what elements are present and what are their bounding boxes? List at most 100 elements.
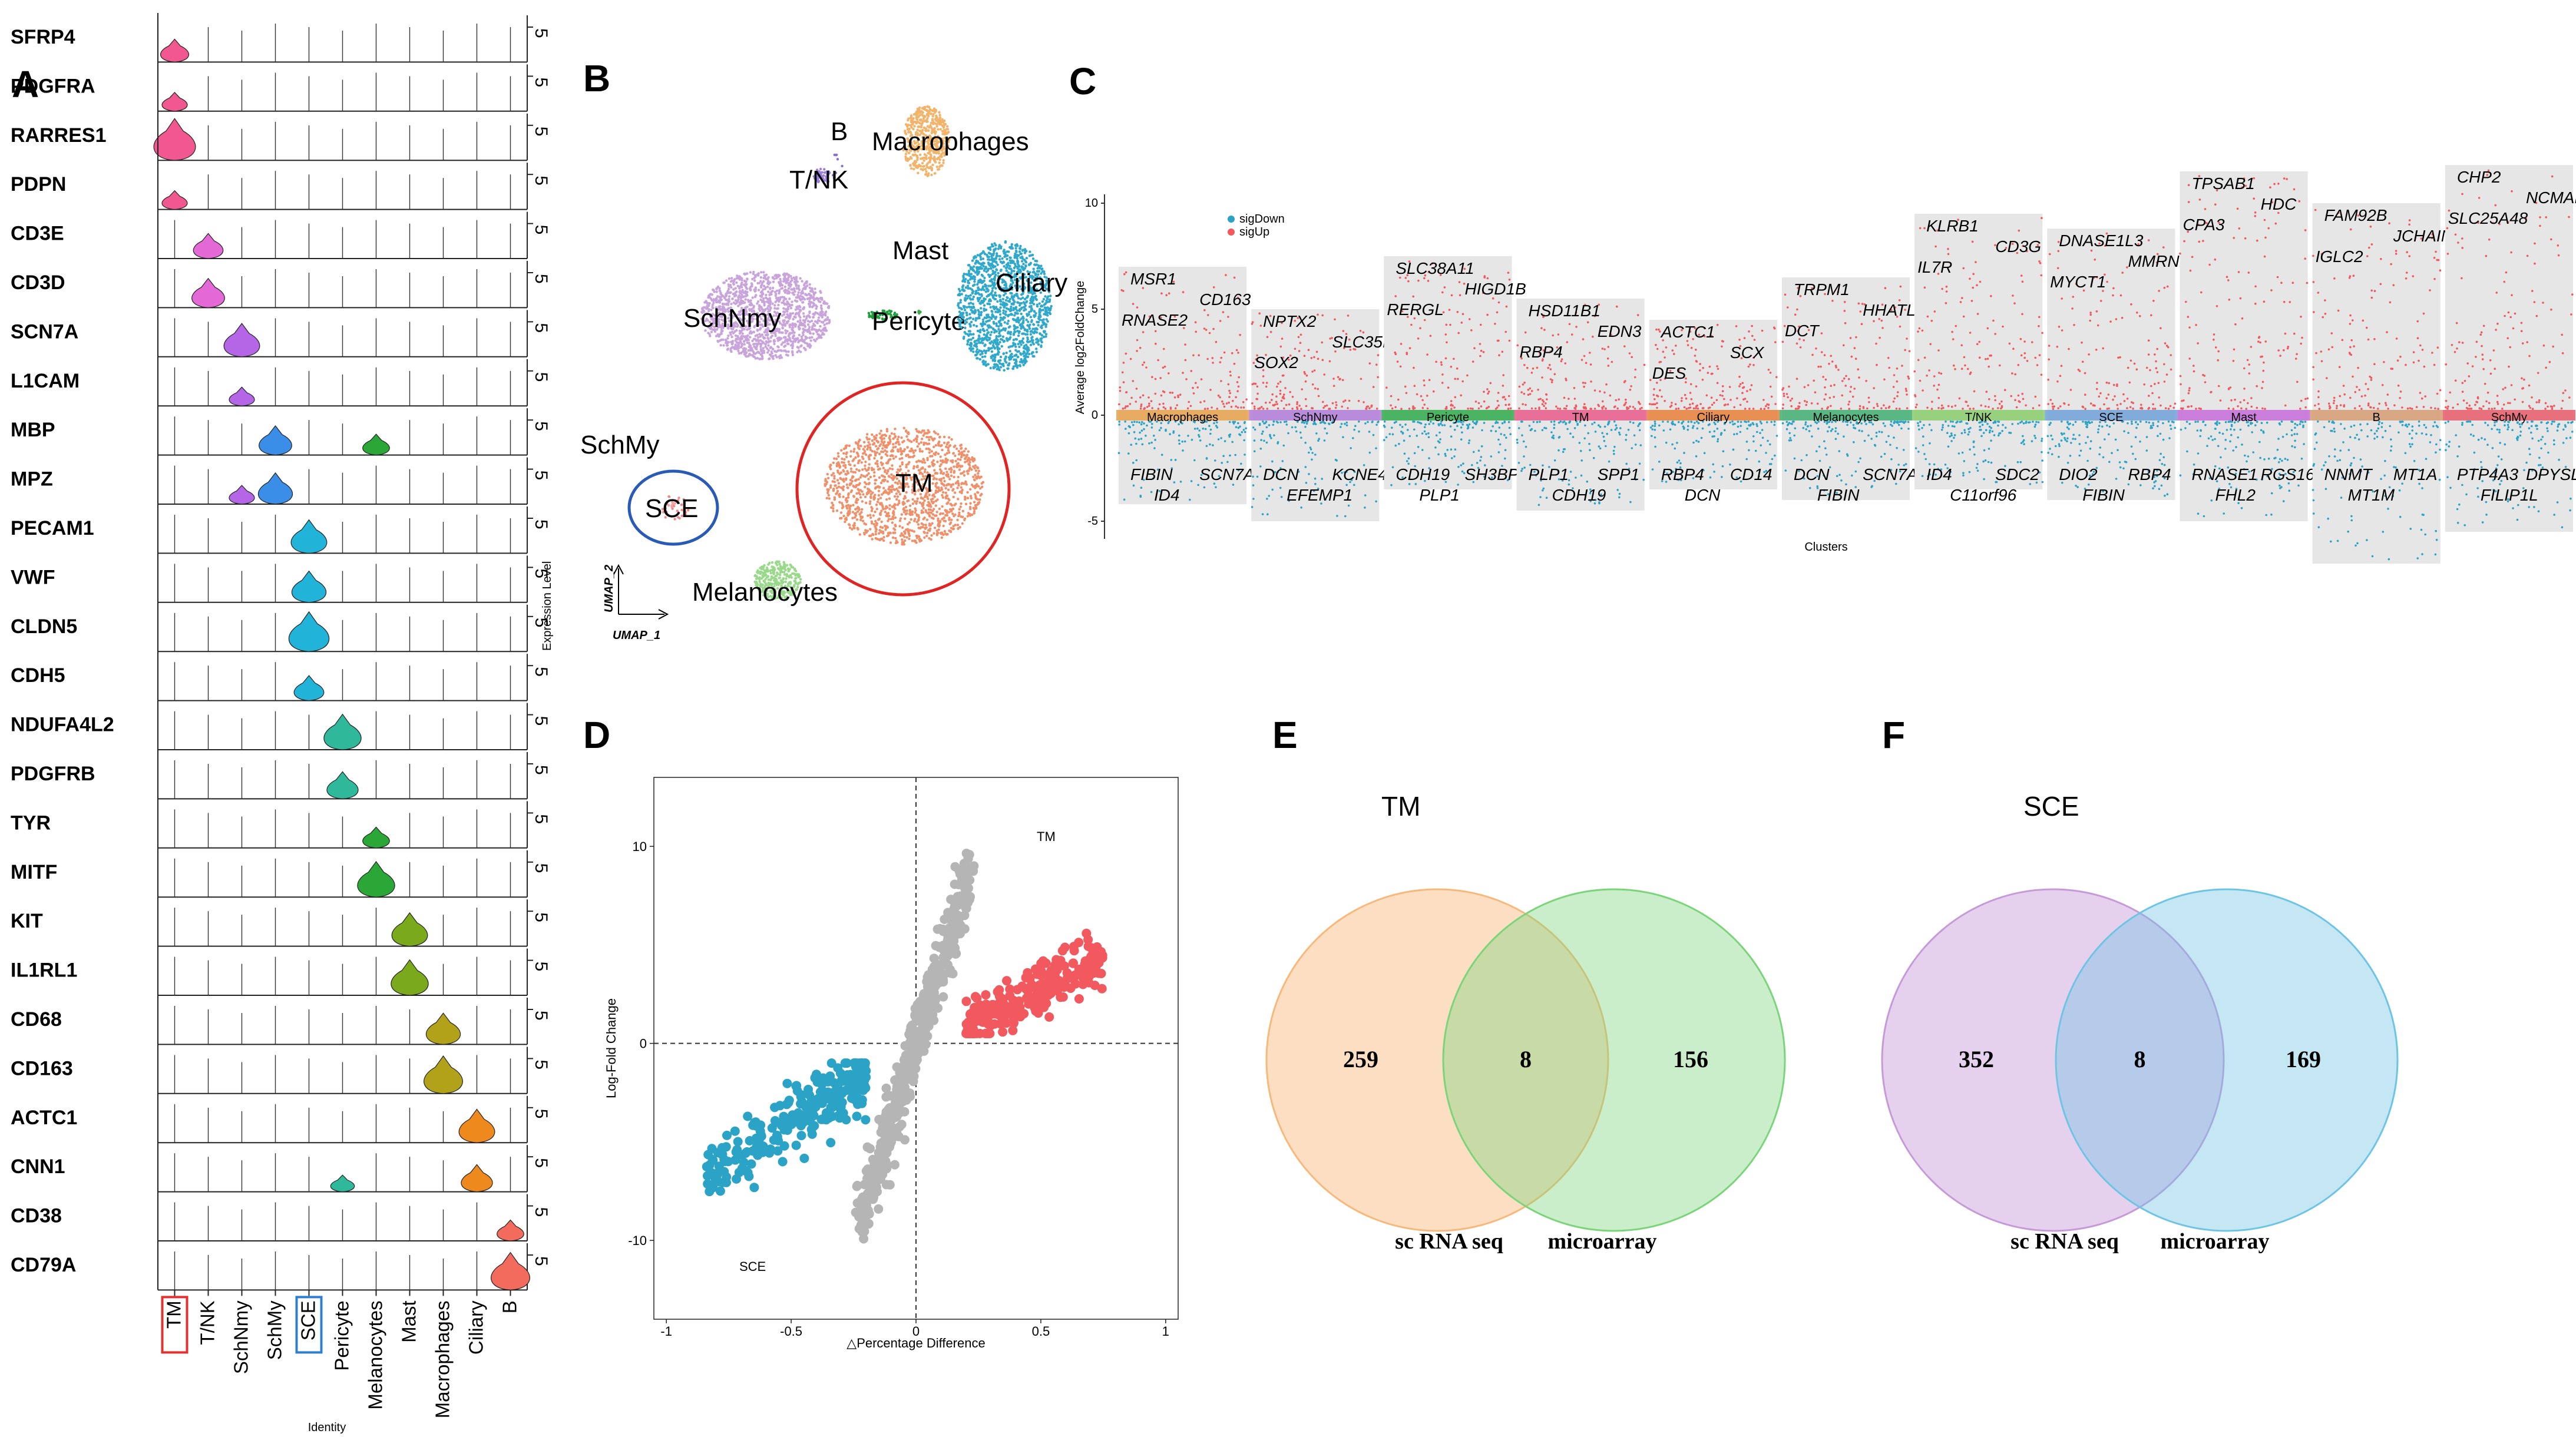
umap-point	[848, 524, 851, 527]
umap-point	[1021, 249, 1024, 252]
umap-point	[931, 127, 934, 131]
umap-point	[1022, 363, 1025, 366]
umap-point	[797, 325, 801, 328]
umap-point	[725, 292, 728, 295]
umap-point	[1011, 355, 1014, 359]
umap-point	[825, 302, 829, 305]
umap-point	[848, 508, 851, 511]
gene-label: MITF	[11, 861, 57, 883]
umap-point	[884, 312, 887, 314]
umap-point	[932, 109, 935, 112]
umap-point	[911, 502, 915, 505]
umap-point	[1009, 313, 1012, 316]
umap-cluster-mast	[917, 309, 922, 315]
umap-point	[831, 501, 834, 505]
umap-point	[967, 282, 971, 284]
violin-TM	[161, 190, 188, 210]
umap-point	[908, 439, 911, 442]
umap-point	[799, 319, 802, 322]
umap-point	[1016, 301, 1019, 304]
umap-point	[786, 342, 789, 345]
umap-point	[968, 347, 971, 350]
umap-point	[934, 444, 938, 447]
umap-point	[965, 306, 968, 309]
umap-point	[749, 299, 752, 302]
umap-point	[885, 498, 888, 501]
umap-point	[967, 264, 970, 267]
umap-point	[960, 319, 963, 322]
umap-point	[754, 347, 758, 350]
umap-point	[845, 504, 848, 507]
umap-point	[756, 333, 759, 337]
umap-point	[900, 436, 903, 439]
umap-point	[772, 357, 775, 360]
umap-point	[876, 459, 879, 463]
umap-point	[1014, 362, 1018, 366]
umap-point	[990, 254, 993, 258]
umap-point	[986, 316, 989, 319]
umap-point	[925, 511, 928, 514]
umap-point	[823, 323, 826, 326]
cluster-highlight-box	[295, 1296, 323, 1354]
umap-point	[838, 501, 841, 504]
umap-point	[972, 506, 975, 509]
umap-point	[921, 161, 924, 165]
umap-point	[957, 498, 960, 501]
umap-point	[934, 118, 937, 121]
umap-point	[815, 330, 818, 333]
umap-point	[809, 332, 812, 335]
umap-point	[867, 478, 870, 481]
umap-point	[988, 337, 991, 340]
umap-point	[884, 317, 887, 321]
umap-point	[1005, 307, 1008, 310]
umap-point	[716, 285, 720, 289]
umap-point	[990, 330, 993, 334]
umap-point	[961, 280, 964, 283]
umap-point	[926, 442, 929, 446]
umap-point	[916, 148, 920, 152]
umap-point	[995, 254, 998, 257]
violin-Melanocytes	[362, 433, 390, 456]
violin-Macrophages	[424, 1055, 463, 1094]
umap-point	[920, 125, 923, 129]
umap-point	[930, 157, 933, 160]
umap-point	[910, 137, 913, 141]
umap-point	[729, 349, 732, 352]
umap-point	[1023, 251, 1027, 254]
umap-point	[867, 312, 871, 314]
umap-point	[835, 465, 839, 468]
umap-point	[951, 508, 954, 511]
umap-point	[938, 116, 942, 119]
umap-point	[746, 277, 749, 280]
umap-point	[1003, 357, 1007, 361]
umap-point	[1009, 261, 1013, 264]
umap-point	[788, 303, 791, 306]
umap-point	[969, 324, 972, 327]
umap-point	[992, 345, 995, 347]
umap-point	[863, 441, 866, 443]
umap-point	[917, 527, 920, 529]
umap-point	[708, 333, 711, 336]
umap-point	[871, 316, 874, 319]
umap-point	[793, 293, 796, 296]
umap-point	[924, 524, 927, 527]
umap-point	[959, 301, 962, 304]
umap-point	[783, 285, 787, 289]
umap-point	[959, 505, 963, 508]
umap-point	[845, 452, 848, 455]
umap-point	[867, 441, 870, 444]
umap-point	[904, 155, 907, 158]
umap-point	[728, 277, 731, 280]
umap-point	[841, 478, 844, 481]
umap-point	[799, 339, 802, 342]
umap-point	[1015, 250, 1018, 253]
umap-point	[964, 322, 967, 325]
umap-point	[878, 432, 881, 435]
umap-point	[984, 323, 987, 326]
umap-point	[895, 315, 898, 318]
umap-point	[974, 311, 977, 314]
umap-point	[844, 520, 846, 524]
umap-point	[950, 471, 953, 474]
umap-point	[909, 164, 912, 167]
umap-point	[923, 536, 926, 539]
